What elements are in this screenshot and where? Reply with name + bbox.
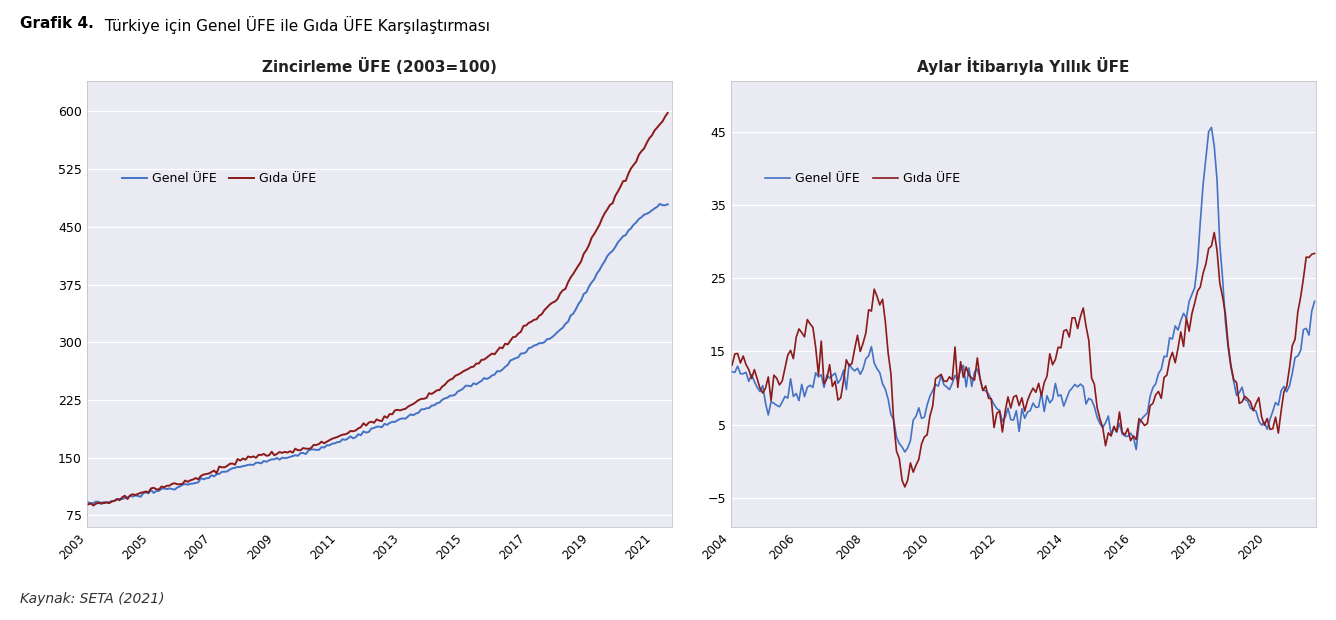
Gıda ÜFE	[80, 501, 96, 508]
Title: Aylar İtibarıyla Yıllık ÜFE: Aylar İtibarıyla Yıllık ÜFE	[916, 57, 1129, 75]
Genel ÜFE	[243, 461, 259, 468]
Line: Gıda ÜFE: Gıda ÜFE	[88, 113, 668, 505]
Gıda ÜFE	[896, 483, 912, 490]
Genel ÜFE	[1017, 415, 1033, 422]
Legend: Genel ÜFE, Gıda ÜFE: Genel ÜFE, Gıda ÜFE	[760, 167, 965, 190]
Gıda ÜFE	[724, 361, 740, 369]
Gıda ÜFE	[1003, 404, 1019, 412]
Genel ÜFE	[729, 363, 745, 370]
Gıda ÜFE	[1307, 250, 1323, 257]
Gıda ÜFE	[847, 345, 863, 353]
Genel ÜFE	[156, 485, 172, 492]
Line: Genel ÜFE: Genel ÜFE	[88, 204, 668, 504]
Genel ÜFE	[274, 454, 290, 461]
Gıda ÜFE	[660, 109, 676, 117]
Genel ÜFE	[724, 368, 740, 376]
Text: Türkiye için Genel ÜFE ile Gıda ÜFE Karşılaştırması: Türkiye için Genel ÜFE ile Gıda ÜFE Karş…	[100, 16, 490, 33]
Line: Gıda ÜFE: Gıda ÜFE	[732, 232, 1315, 487]
Genel ÜFE	[290, 452, 306, 459]
Genel ÜFE	[1204, 124, 1220, 131]
Text: Kaynak: SETA (2021): Kaynak: SETA (2021)	[20, 592, 164, 606]
Genel ÜFE	[80, 498, 96, 506]
Gıda ÜFE	[243, 454, 259, 461]
Genel ÜFE	[1003, 416, 1019, 423]
Gıda ÜFE	[1017, 407, 1033, 415]
Genel ÜFE	[1250, 417, 1267, 425]
Genel ÜFE	[652, 200, 668, 208]
Title: Zincirleme ÜFE (2003=100): Zincirleme ÜFE (2003=100)	[262, 58, 497, 75]
Gıda ÜFE	[290, 446, 306, 454]
Genel ÜFE	[94, 500, 110, 508]
Genel ÜFE	[1307, 298, 1323, 305]
Gıda ÜFE	[107, 497, 123, 505]
Genel ÜFE	[107, 497, 123, 505]
Genel ÜFE	[608, 244, 624, 251]
Legend: Genel ÜFE, Gıda ÜFE: Genel ÜFE, Gıda ÜFE	[116, 167, 321, 190]
Genel ÜFE	[896, 448, 912, 456]
Text: Grafik 4.: Grafik 4.	[20, 16, 94, 30]
Gıda ÜFE	[156, 484, 172, 491]
Gıda ÜFE	[1206, 229, 1222, 236]
Genel ÜFE	[1217, 318, 1233, 326]
Gıda ÜFE	[274, 449, 290, 456]
Gıda ÜFE	[1250, 394, 1267, 401]
Genel ÜFE	[660, 200, 676, 208]
Line: Genel ÜFE: Genel ÜFE	[732, 128, 1315, 452]
Gıda ÜFE	[86, 502, 102, 509]
Gıda ÜFE	[729, 350, 745, 357]
Gıda ÜFE	[608, 192, 624, 200]
Gıda ÜFE	[1217, 310, 1233, 317]
Genel ÜFE	[847, 367, 863, 374]
